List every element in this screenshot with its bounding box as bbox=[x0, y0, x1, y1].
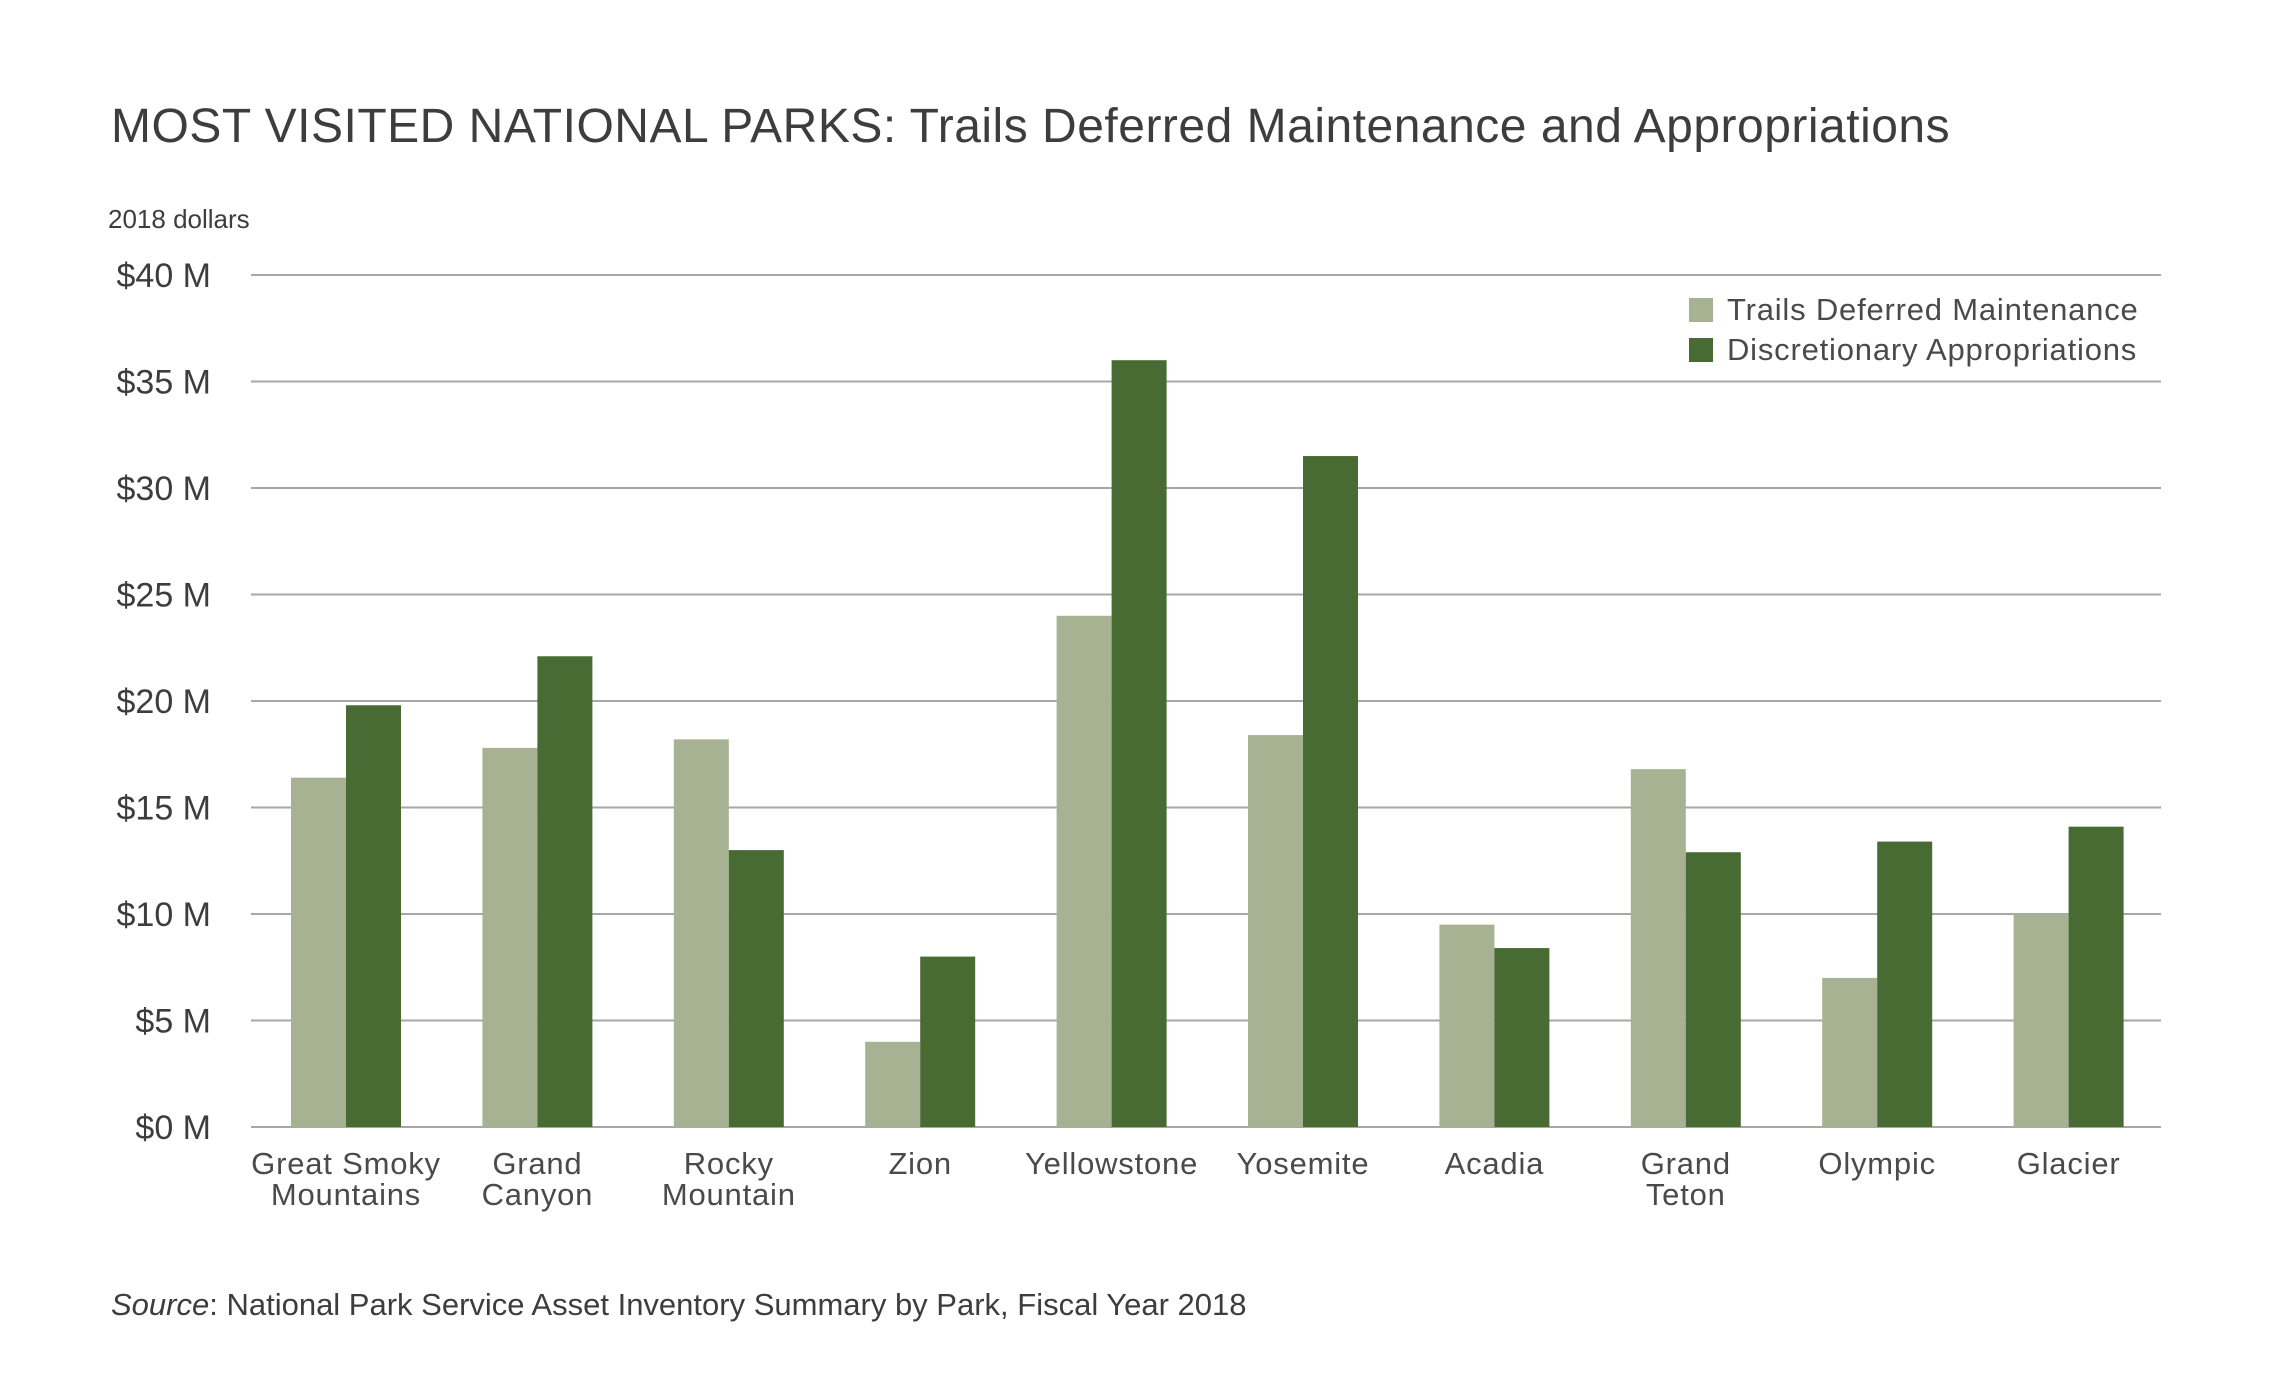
x-tick-label: Mountains bbox=[271, 1177, 421, 1212]
y-tick-label: $30 M bbox=[117, 470, 212, 508]
x-axis-ticks: Great SmokyMountainsGrandCanyonRockyMoun… bbox=[251, 1146, 2120, 1212]
legend-label: Discretionary Appropriations bbox=[1727, 332, 2137, 367]
bar bbox=[728, 850, 784, 1127]
x-tick-label: Glacier bbox=[2017, 1146, 2121, 1181]
y-tick-label: $20 M bbox=[117, 683, 212, 721]
bar bbox=[865, 1041, 921, 1127]
x-tick-label: Teton bbox=[1646, 1177, 1726, 1212]
bar bbox=[1630, 769, 1686, 1127]
y-tick-label: $5 M bbox=[135, 1003, 211, 1041]
bar bbox=[1685, 852, 1741, 1127]
x-tick-label: Acadia bbox=[1445, 1146, 1545, 1181]
legend-label: Trails Deferred Maintenance bbox=[1727, 292, 2139, 327]
x-tick-label: Rocky bbox=[684, 1146, 774, 1181]
y-tick-label: $0 M bbox=[135, 1109, 211, 1147]
bar bbox=[291, 777, 346, 1127]
chart-title: MOST VISITED NATIONAL PARKS: Trails Defe… bbox=[111, 100, 1950, 153]
y-tick-label: $10 M bbox=[117, 896, 212, 934]
bar bbox=[346, 705, 401, 1127]
y-tick-label: $35 M bbox=[117, 364, 212, 402]
legend-swatch bbox=[1689, 338, 1713, 362]
bar bbox=[537, 656, 593, 1127]
x-tick-label: Grand bbox=[1641, 1146, 1731, 1181]
bar bbox=[1056, 615, 1112, 1127]
bar bbox=[1303, 456, 1358, 1127]
unit-label: 2018 dollars bbox=[108, 204, 250, 234]
source-text: : National Park Service Asset Inventory … bbox=[209, 1287, 1246, 1322]
y-axis-ticks: $0 M $5 M $10 M $15 M $20 M $25 M $30 M $35 M $4… bbox=[117, 257, 212, 1147]
bar bbox=[2068, 826, 2124, 1127]
bar bbox=[673, 739, 729, 1127]
legend: Trails Deferred Maintenance Discretionary… bbox=[1689, 292, 2139, 367]
bar bbox=[1248, 735, 1303, 1127]
x-tick-label: Olympic bbox=[1818, 1146, 1936, 1181]
bar bbox=[1111, 360, 1167, 1127]
bar bbox=[1439, 924, 1495, 1127]
x-tick-label: Mountain bbox=[662, 1177, 796, 1212]
bar bbox=[1822, 977, 1878, 1127]
y-tick-label: $15 M bbox=[117, 790, 212, 828]
y-tick-label: $25 M bbox=[117, 577, 212, 615]
bar bbox=[920, 956, 976, 1127]
x-tick-label: Yellowstone bbox=[1025, 1146, 1198, 1181]
bar bbox=[482, 747, 538, 1127]
legend-swatch bbox=[1689, 298, 1713, 322]
x-tick-label: Grand bbox=[492, 1146, 582, 1181]
y-tick-label: $40 M bbox=[117, 257, 212, 295]
x-tick-label: Zion bbox=[888, 1146, 952, 1181]
bars bbox=[291, 360, 2124, 1127]
source-note: Source: National Park Service Asset Inve… bbox=[111, 1287, 1246, 1322]
x-tick-label: Great Smoky bbox=[251, 1146, 441, 1181]
source-label: Source bbox=[111, 1287, 209, 1322]
x-tick-label: Canyon bbox=[482, 1177, 594, 1212]
bar bbox=[1877, 841, 1933, 1127]
bar bbox=[1494, 948, 1550, 1127]
x-tick-label: Yosemite bbox=[1237, 1146, 1370, 1181]
bar bbox=[2013, 914, 2069, 1127]
